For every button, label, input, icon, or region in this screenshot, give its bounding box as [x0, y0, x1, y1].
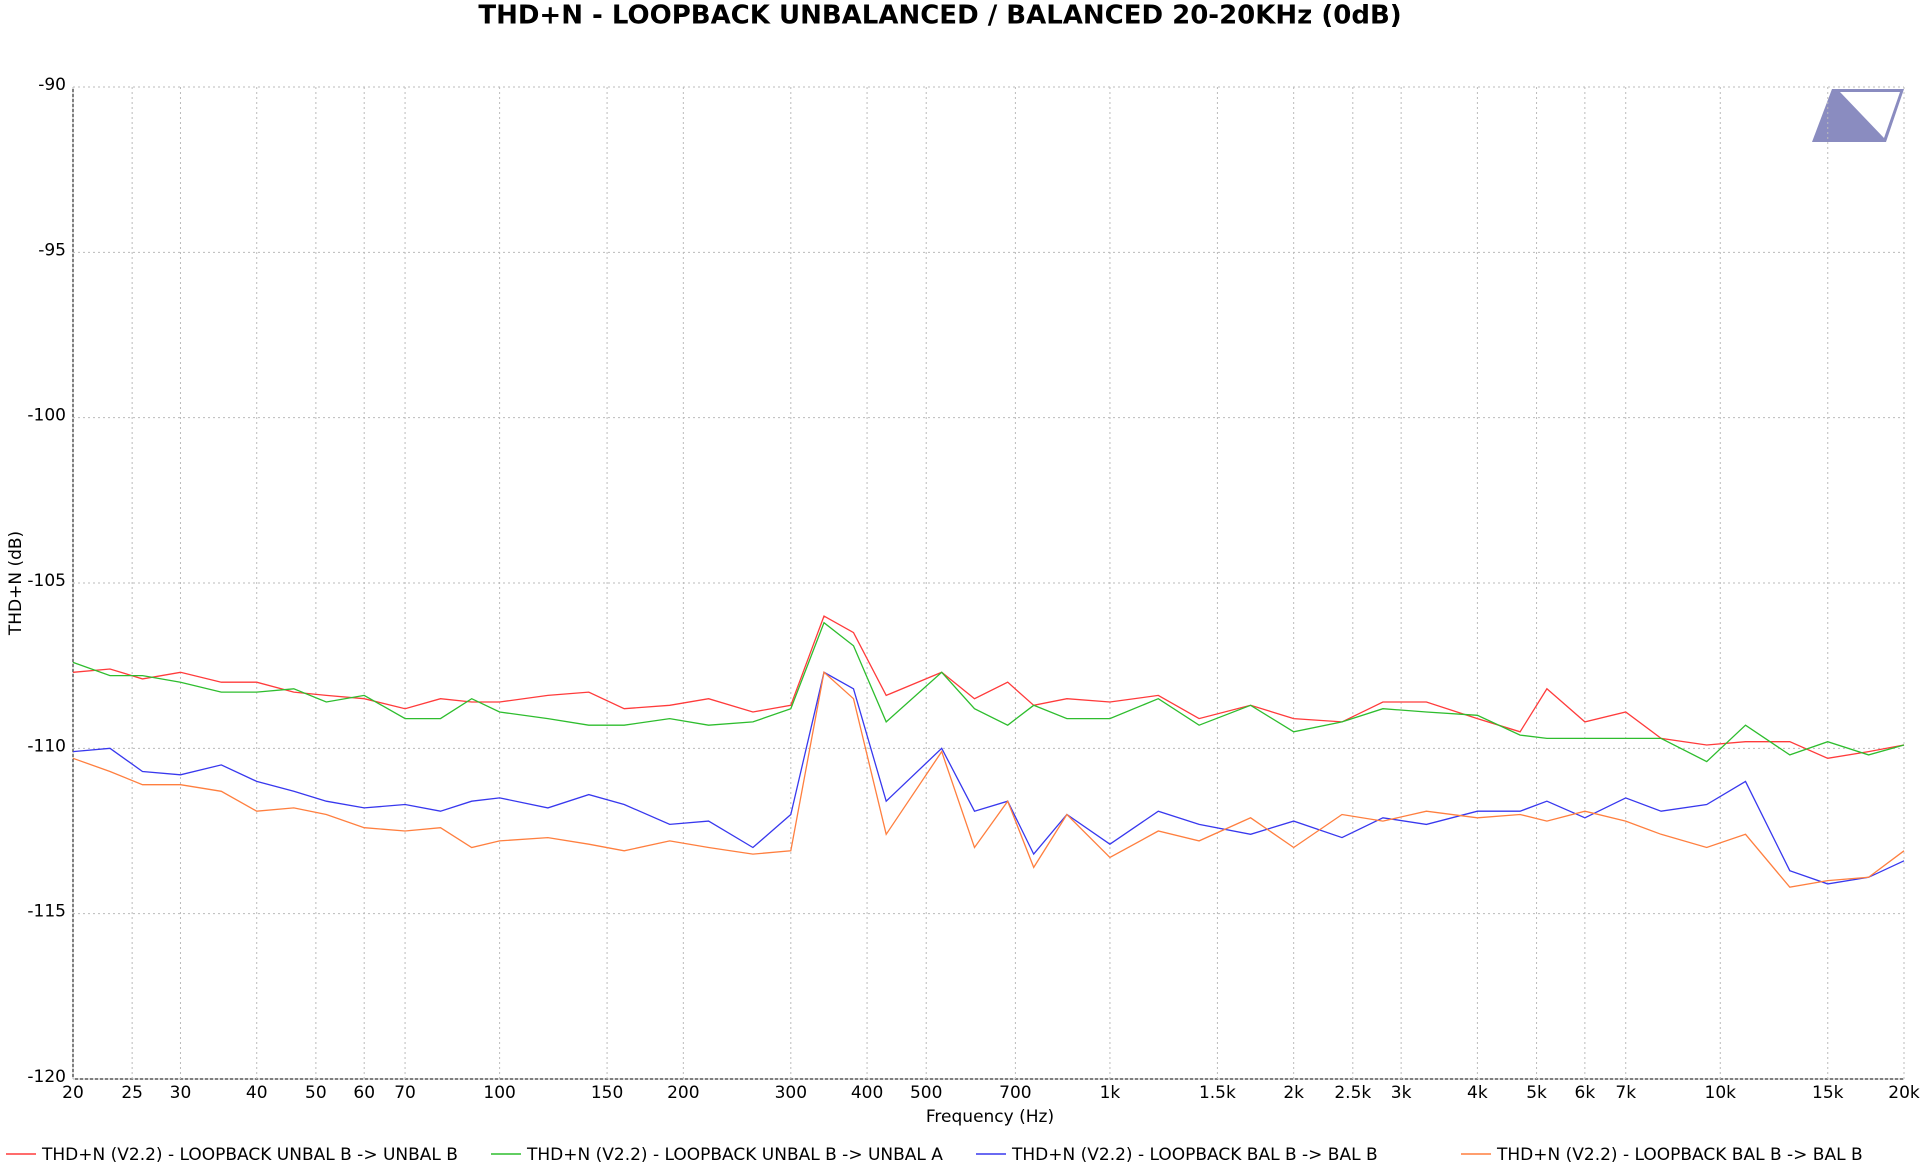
legend-label: THD+N (V2.2) - LOOPBACK UNBAL B -> UNBAL… — [526, 1145, 943, 1165]
legend-label: THD+N (V2.2) - LOOPBACK UNBAL B -> UNBAL… — [41, 1145, 458, 1165]
x-tick-label: 7k — [1615, 1083, 1636, 1103]
x-tick-label: 15k — [1812, 1083, 1844, 1103]
x-tick-label: 500 — [910, 1083, 942, 1103]
x-tick-label: 100 — [483, 1083, 515, 1103]
x-tick-label: 70 — [394, 1083, 416, 1103]
y-tick-label: -90 — [38, 75, 66, 95]
x-axis-label: Frequency (Hz) — [926, 1107, 1054, 1127]
x-tick-label: 6k — [1575, 1083, 1596, 1103]
x-tick-label: 20 — [62, 1083, 84, 1103]
x-tick-label: 60 — [353, 1083, 375, 1103]
data-line — [72, 615, 1905, 759]
y-tick-label: -115 — [27, 902, 66, 922]
x-tick-label: 25 — [121, 1083, 143, 1103]
data-line — [72, 671, 1905, 888]
y-tick-label: -105 — [27, 571, 66, 591]
x-tick-label: 1.5k — [1199, 1083, 1236, 1103]
x-tick-label: 5k — [1526, 1083, 1547, 1103]
x-tick-label: 50 — [305, 1083, 327, 1103]
x-tick-label: 4k — [1467, 1083, 1488, 1103]
legend-label: THD+N (V2.2) - LOOPBACK BAL B -> BAL B — [1496, 1145, 1863, 1165]
x-tick-label: 30 — [170, 1083, 192, 1103]
x-tick-label: 1k — [1100, 1083, 1121, 1103]
y-tick-label: -120 — [27, 1067, 66, 1087]
x-tick-label: 10k — [1705, 1083, 1737, 1103]
x-tick-label: 20k — [1888, 1083, 1920, 1103]
chart-title: THD+N - LOOPBACK UNBALANCED / BALANCED 2… — [478, 1, 1401, 31]
x-tick-label: 300 — [775, 1083, 807, 1103]
x-tick-label: 700 — [999, 1083, 1031, 1103]
y-tick-label: -100 — [27, 406, 66, 426]
x-tick-label: 200 — [667, 1083, 699, 1103]
logo — [1812, 89, 1904, 142]
x-tick-label: 150 — [591, 1083, 623, 1103]
x-tick-label: 400 — [851, 1083, 883, 1103]
y-tick-label: -110 — [27, 736, 66, 756]
data-line — [72, 671, 1905, 885]
x-tick-label: 40 — [246, 1083, 268, 1103]
y-axis-label: THD+N (dB) — [6, 531, 26, 636]
data-line — [72, 621, 1905, 763]
x-tick-label: 2.5k — [1334, 1083, 1371, 1103]
y-tick-label: -95 — [38, 240, 66, 260]
legend-label: THD+N (V2.2) - LOOPBACK BAL B -> BAL B — [1011, 1145, 1378, 1165]
x-tick-label: 2k — [1283, 1083, 1304, 1103]
x-tick-label: 3k — [1391, 1083, 1412, 1103]
